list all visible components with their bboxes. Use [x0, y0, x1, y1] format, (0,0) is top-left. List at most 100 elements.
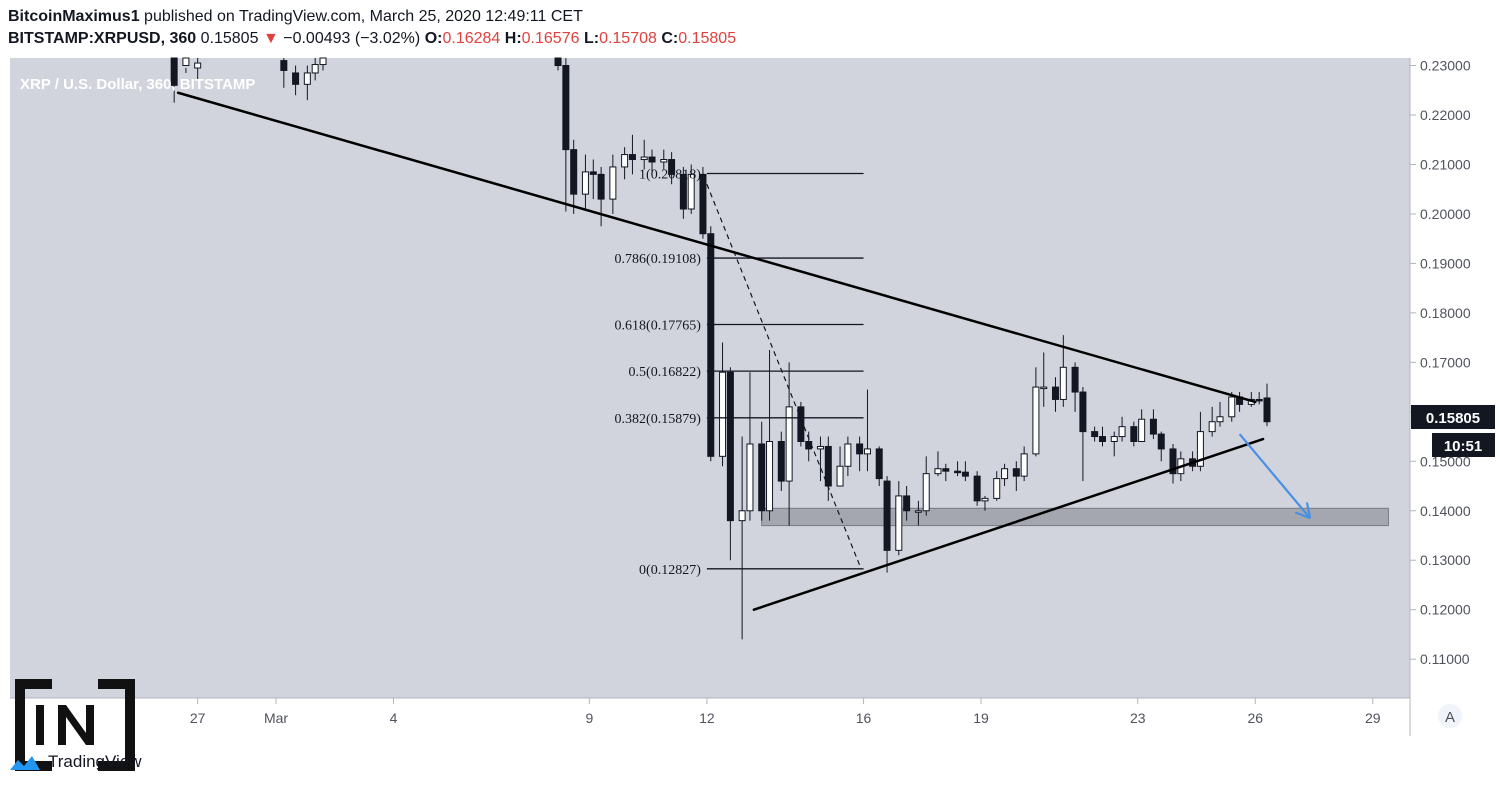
candle[interactable]: [844, 436, 852, 477]
x-tick-label: 4: [390, 710, 398, 726]
trendline-lower[interactable]: [752, 437, 1265, 611]
candle[interactable]: [961, 461, 969, 482]
support-zone[interactable]: [761, 507, 1389, 527]
candle[interactable]: [746, 372, 754, 521]
fib-level-label: 0.382(0.15879): [615, 412, 702, 427]
candle[interactable]: [1001, 463, 1009, 487]
candle[interactable]: [785, 362, 793, 526]
candle[interactable]: [1130, 421, 1138, 447]
candle[interactable]: [973, 471, 981, 506]
candle-body-down: [648, 156, 656, 163]
candle[interactable]: [707, 226, 715, 462]
candle[interactable]: [1216, 401, 1224, 427]
candle[interactable]: [303, 65, 311, 101]
candle[interactable]: [1079, 387, 1087, 482]
candle[interactable]: [1157, 431, 1165, 462]
candle[interactable]: [766, 349, 774, 521]
candle[interactable]: [182, 57, 190, 73]
auto-scale-label[interactable]: A: [1445, 709, 1455, 726]
candle[interactable]: [934, 451, 942, 477]
candle[interactable]: [942, 463, 950, 482]
candle[interactable]: [554, 57, 562, 71]
candle[interactable]: [1169, 443, 1177, 484]
candle[interactable]: [1263, 383, 1271, 427]
candle[interactable]: [319, 57, 327, 71]
price-axis[interactable]: [1410, 58, 1498, 736]
candle[interactable]: [777, 431, 785, 491]
candle[interactable]: [562, 58, 570, 212]
candle[interactable]: [863, 389, 871, 472]
close-value: 0.15805: [678, 30, 737, 47]
candle[interactable]: [640, 139, 648, 170]
auto-scale-button[interactable]: [1438, 704, 1462, 728]
candle[interactable]: [914, 500, 922, 526]
candle-body-up: [981, 497, 989, 502]
candle[interactable]: [628, 134, 636, 175]
candle[interactable]: [1098, 426, 1106, 447]
candle[interactable]: [1012, 461, 1020, 491]
y-tick-label: 0.17000: [1420, 354, 1471, 370]
candle-body-up: [660, 159, 668, 163]
candle[interactable]: [1051, 377, 1059, 412]
candle[interactable]: [280, 58, 288, 88]
candle[interactable]: [903, 486, 911, 521]
candle[interactable]: [668, 152, 676, 185]
candle[interactable]: [954, 461, 962, 477]
candle-body-up: [1138, 418, 1146, 443]
candle-body-down: [668, 159, 676, 175]
candle[interactable]: [311, 58, 319, 81]
fib-diagonal-line[interactable]: [706, 184, 861, 566]
candle[interactable]: [1071, 362, 1079, 412]
candle[interactable]: [836, 446, 844, 487]
candle[interactable]: [856, 436, 864, 472]
candle[interactable]: [1149, 409, 1157, 440]
candle[interactable]: [1091, 426, 1099, 442]
candle[interactable]: [922, 456, 930, 516]
candle[interactable]: [1228, 392, 1236, 422]
candle[interactable]: [1110, 431, 1118, 457]
arrow-head: [1305, 502, 1312, 519]
candle[interactable]: [875, 446, 883, 487]
candle[interactable]: [1255, 392, 1263, 405]
candle[interactable]: [589, 159, 597, 200]
candle[interactable]: [621, 147, 629, 180]
candle[interactable]: [719, 342, 727, 467]
candle[interactable]: [895, 481, 903, 556]
candle[interactable]: [687, 164, 695, 214]
time-axis[interactable]: [10, 698, 1410, 736]
y-tick-label: 0.22000: [1420, 107, 1471, 123]
candle[interactable]: [292, 65, 300, 96]
footer-brand[interactable]: TradingView: [48, 752, 142, 771]
x-tick-label: Mar: [264, 710, 288, 726]
trendline-upper[interactable]: [176, 91, 1257, 404]
projection-arrow[interactable]: [1238, 433, 1312, 520]
candle[interactable]: [660, 149, 668, 170]
candle[interactable]: [816, 436, 824, 482]
candle[interactable]: [738, 436, 746, 640]
candle[interactable]: [1040, 352, 1048, 407]
candle[interactable]: [1208, 406, 1216, 437]
candle[interactable]: [609, 154, 617, 214]
candle[interactable]: [797, 401, 805, 447]
candle[interactable]: [570, 139, 578, 214]
candle[interactable]: [1118, 416, 1126, 442]
candle[interactable]: [981, 495, 989, 511]
candle[interactable]: [679, 166, 687, 219]
candle[interactable]: [648, 149, 656, 172]
candle[interactable]: [993, 471, 1001, 501]
candle[interactable]: [1032, 367, 1040, 457]
candle[interactable]: [581, 154, 589, 209]
candle-body-up: [934, 468, 942, 475]
fib-level-label: 1(0.20818): [639, 167, 701, 182]
candle[interactable]: [726, 367, 734, 561]
candle[interactable]: [883, 476, 891, 573]
candle[interactable]: [1020, 446, 1028, 482]
author-name[interactable]: BitcoinMaximus1: [8, 8, 140, 25]
candle[interactable]: [194, 58, 202, 81]
candle[interactable]: [597, 166, 605, 227]
candle[interactable]: [758, 421, 766, 521]
candle[interactable]: [1138, 409, 1146, 443]
candle[interactable]: [170, 57, 178, 103]
candle[interactable]: [699, 166, 707, 239]
